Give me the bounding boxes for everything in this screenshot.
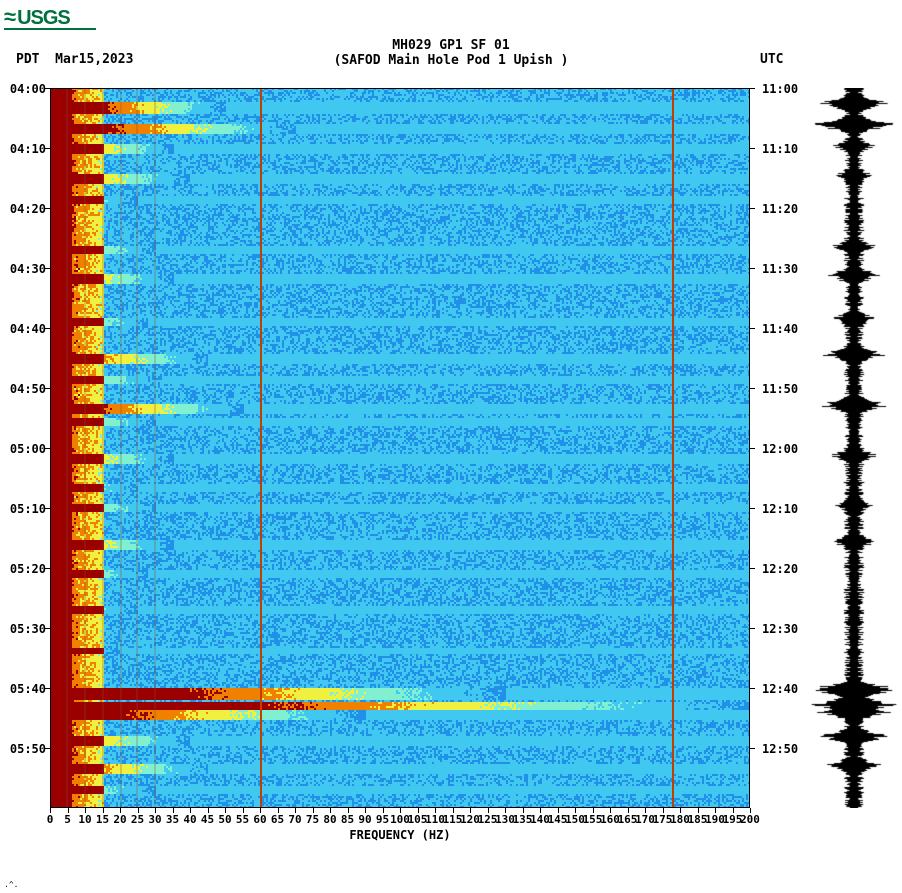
freq-tick: 15	[96, 813, 109, 826]
freq-tick: 10	[78, 813, 91, 826]
right-time-tick: 11:10	[762, 142, 804, 156]
right-time-tick: 12:00	[762, 442, 804, 456]
freq-tick: 40	[183, 813, 196, 826]
title-line-2: (SAFOD Main Hole Pod 1 Upish )	[334, 53, 569, 68]
spectrogram-plot	[50, 88, 750, 808]
freq-tick: 20	[113, 813, 126, 826]
left-time-tick: 04:40	[4, 322, 46, 336]
usgs-logo: USGS	[4, 4, 70, 30]
right-time-tick: 12:10	[762, 502, 804, 516]
freq-tick: 5	[64, 813, 71, 826]
left-time-tick: 05:40	[4, 682, 46, 696]
freq-tick: 85	[341, 813, 354, 826]
footer-mark: .^.	[4, 880, 18, 889]
freq-tick: 0	[47, 813, 54, 826]
tz-left-code: PDT	[16, 52, 39, 67]
left-time-tick: 05:20	[4, 562, 46, 576]
freq-tick: 30	[148, 813, 161, 826]
freq-tick: 45	[201, 813, 214, 826]
right-timezone-label: UTC	[760, 52, 783, 67]
left-time-tick: 05:10	[4, 502, 46, 516]
freq-tick: 65	[271, 813, 284, 826]
logo-underline	[4, 28, 96, 30]
left-time-tick: 04:50	[4, 382, 46, 396]
left-time-tick: 05:00	[4, 442, 46, 456]
title-line-1: MH029 GP1 SF 01	[392, 38, 509, 53]
freq-tick: 200	[740, 813, 760, 826]
frequency-axis-label: FREQUENCY (HZ)	[0, 828, 800, 842]
right-time-tick: 12:50	[762, 742, 804, 756]
freq-tick: 60	[253, 813, 266, 826]
left-time-tick: 05:30	[4, 622, 46, 636]
right-time-tick: 11:50	[762, 382, 804, 396]
left-time-tick: 04:20	[4, 202, 46, 216]
right-time-tick: 11:40	[762, 322, 804, 336]
freq-tick: 90	[358, 813, 371, 826]
left-timezone-label: PDT Mar15,2023	[16, 52, 133, 67]
freq-tick: 80	[323, 813, 336, 826]
waveform-canvas	[808, 88, 900, 808]
freq-tick: 75	[306, 813, 319, 826]
right-time-tick: 11:00	[762, 82, 804, 96]
right-time-tick: 12:30	[762, 622, 804, 636]
freq-tick: 55	[236, 813, 249, 826]
right-time-tick: 11:30	[762, 262, 804, 276]
waveform-panel	[808, 88, 900, 808]
date-label: Mar15,2023	[55, 52, 133, 67]
freq-tick: 35	[166, 813, 179, 826]
right-time-tick: 12:20	[762, 562, 804, 576]
right-time-tick: 12:40	[762, 682, 804, 696]
freq-tick: 50	[218, 813, 231, 826]
freq-tick: 70	[288, 813, 301, 826]
spectrogram-canvas	[50, 88, 750, 808]
freq-tick: 25	[131, 813, 144, 826]
freq-tick: 95	[376, 813, 389, 826]
left-time-tick: 04:10	[4, 142, 46, 156]
left-time-tick: 04:00	[4, 82, 46, 96]
right-time-tick: 11:20	[762, 202, 804, 216]
left-time-tick: 04:30	[4, 262, 46, 276]
left-time-tick: 05:50	[4, 742, 46, 756]
